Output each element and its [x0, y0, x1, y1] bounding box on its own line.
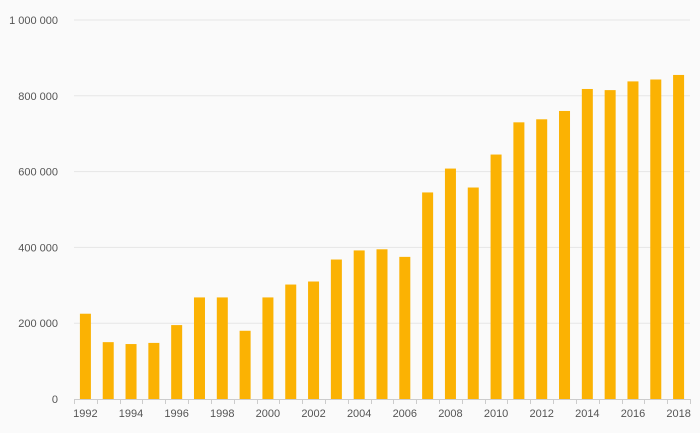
x-tick-label: 2010	[484, 408, 508, 420]
x-tick-label: 2012	[529, 408, 553, 420]
bar-2000	[262, 297, 274, 399]
bar-2007	[422, 192, 434, 399]
bar-1996	[171, 325, 183, 399]
y-tick-label: 0	[52, 394, 58, 406]
x-tick-label: 2016	[621, 408, 645, 420]
x-tick-label: 2018	[666, 408, 690, 420]
bar-2003	[330, 259, 342, 399]
bar-1997	[193, 297, 205, 399]
x-tick-label: 1992	[73, 408, 97, 420]
x-tick-label: 2002	[301, 408, 325, 420]
bar-2002	[308, 281, 320, 399]
bar-1994	[125, 344, 137, 399]
bar-1995	[148, 342, 160, 399]
y-tick-label: 1 000 000	[9, 15, 58, 27]
bar-2004	[353, 250, 365, 399]
bar-2011	[513, 122, 525, 399]
x-tick-label: 2004	[347, 408, 371, 420]
bar-2001	[285, 284, 297, 399]
y-tick-label: 400 000	[18, 242, 58, 254]
bar-2010	[490, 154, 502, 399]
bar-2008	[444, 168, 456, 399]
bar-2018	[673, 74, 685, 399]
bar-2014	[581, 88, 593, 399]
axes: 0 200 000 400 000 600 000 800 000 1 000 000 19…	[9, 15, 691, 420]
bar-1993	[102, 342, 114, 399]
y-tick-label: 600 000	[18, 167, 58, 179]
bar-2013	[559, 110, 571, 400]
x-tick-label: 2008	[438, 408, 462, 420]
bar-2009	[467, 187, 479, 399]
x-tick-label: 1998	[210, 408, 234, 420]
y-tick-label: 800 000	[18, 91, 58, 103]
bar-2012	[536, 119, 548, 399]
x-tick-label: 2000	[256, 408, 280, 420]
bar-2016	[627, 81, 639, 399]
bars	[79, 74, 685, 400]
x-tick-label: 1994	[119, 408, 143, 420]
x-tick-label: 2014	[575, 408, 599, 420]
bar-2015	[604, 90, 616, 400]
bar-1992	[79, 313, 91, 399]
bar-2005	[376, 249, 388, 399]
bar-2006	[399, 256, 411, 399]
bar-1999	[239, 330, 251, 399]
x-tick-label: 2006	[393, 408, 417, 420]
bar-1998	[216, 297, 228, 399]
bar-2017	[650, 79, 662, 400]
y-tick-label: 200 000	[18, 318, 58, 330]
x-tick-label: 1996	[164, 408, 188, 420]
